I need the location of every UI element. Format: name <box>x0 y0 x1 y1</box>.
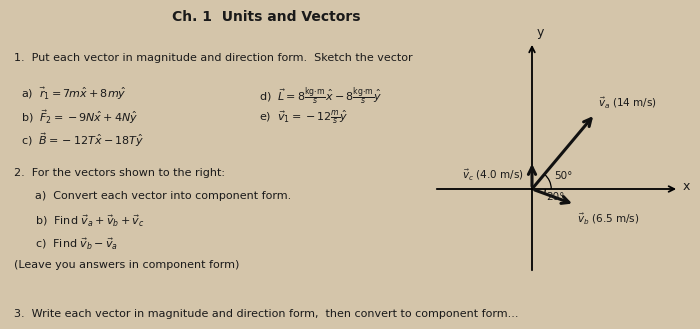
Text: $\vec{v}_b$ (6.5 m/s): $\vec{v}_b$ (6.5 m/s) <box>577 212 639 227</box>
Text: d)  $\vec{L} = 8\frac{\mathrm{kg{\cdot}m}}{s}\hat{x} - 8\frac{\mathrm{kg{\cdot}m: d) $\vec{L} = 8\frac{\mathrm{kg{\cdot}m}… <box>259 86 382 107</box>
Text: e)  $\vec{v}_1 = -12\frac{m}{s}\hat{y}$: e) $\vec{v}_1 = -12\frac{m}{s}\hat{y}$ <box>259 109 349 126</box>
Text: $\vec{v}_a$ (14 m/s): $\vec{v}_a$ (14 m/s) <box>598 96 657 111</box>
Text: Ch. 1  Units and Vectors: Ch. 1 Units and Vectors <box>172 10 360 24</box>
Text: $\vec{v}_c$ (4.0 m/s): $\vec{v}_c$ (4.0 m/s) <box>462 167 524 183</box>
Text: 3.  Write each vector in magnitude and direction form,  then convert to componen: 3. Write each vector in magnitude and di… <box>14 309 519 319</box>
Text: y: y <box>536 26 544 39</box>
Text: x: x <box>682 180 690 193</box>
Text: a)  Convert each vector into component form.: a) Convert each vector into component fo… <box>35 191 291 201</box>
Text: b)  $\vec{F}_2 = -9N\hat{x} + 4N\hat{y}$: b) $\vec{F}_2 = -9N\hat{x} + 4N\hat{y}$ <box>21 109 139 126</box>
Text: 50°: 50° <box>554 171 573 181</box>
Text: (Leave you answers in component form): (Leave you answers in component form) <box>14 260 239 270</box>
Text: a)  $\vec{r}_1 = 7m\hat{x} + 8m\hat{y}$: a) $\vec{r}_1 = 7m\hat{x} + 8m\hat{y}$ <box>21 86 127 102</box>
Text: c)  Find $\vec{v}_b - \vec{v}_a$: c) Find $\vec{v}_b - \vec{v}_a$ <box>35 237 118 252</box>
Text: 2.  For the vectors shown to the right:: 2. For the vectors shown to the right: <box>14 168 225 178</box>
Text: b)  Find $\vec{v}_a + \vec{v}_b + \vec{v}_c$: b) Find $\vec{v}_a + \vec{v}_b + \vec{v}… <box>35 214 144 229</box>
Text: 20°: 20° <box>547 192 565 202</box>
Text: c)  $\vec{B} = -12T\hat{x} - 18T\hat{y}$: c) $\vec{B} = -12T\hat{x} - 18T\hat{y}$ <box>21 132 144 149</box>
Text: 1.  Put each vector in magnitude and direction form.  Sketch the vector: 1. Put each vector in magnitude and dire… <box>14 53 412 63</box>
